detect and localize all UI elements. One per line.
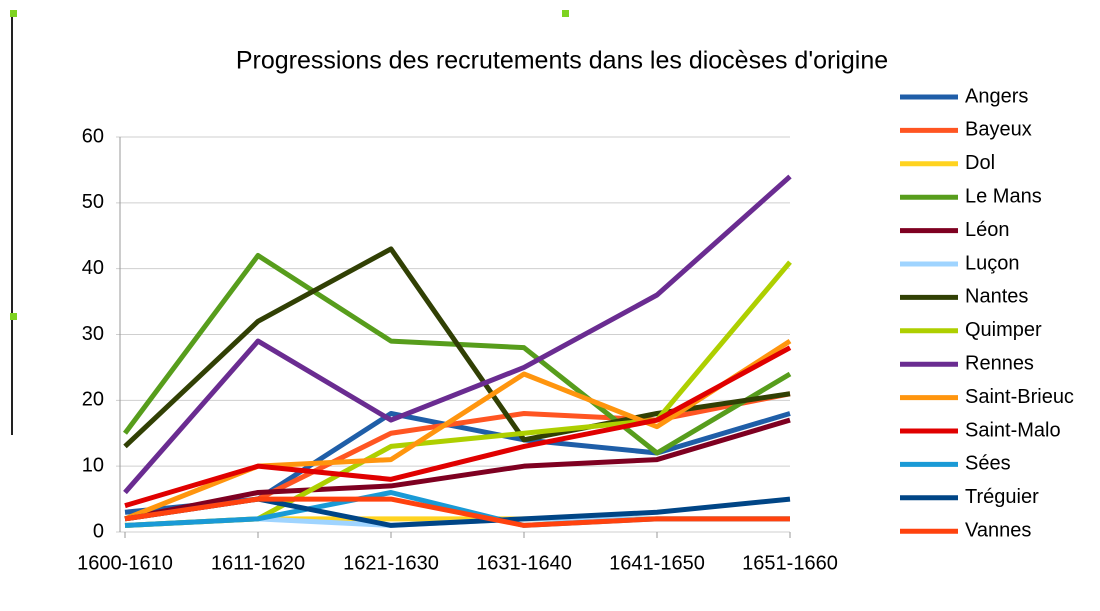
x-tick-label: 1621-1630 — [343, 552, 439, 574]
legend-label: Le Mans — [965, 185, 1042, 207]
handle — [562, 10, 569, 17]
legend-label: Vannes — [965, 519, 1031, 541]
x-tick-label: 1600-1610 — [77, 552, 173, 574]
legend-label: Nantes — [965, 286, 1028, 308]
x-tick-label: 1641-1650 — [609, 552, 705, 574]
legend-label: Quimper — [965, 319, 1042, 341]
x-tick-label: 1651-1660 — [742, 552, 838, 574]
series-line — [124, 417, 791, 522]
y-tick-label: 60 — [82, 125, 104, 147]
legend-label: Léon — [965, 219, 1010, 241]
legend-label: Rennes — [965, 352, 1034, 374]
y-tick-label: 20 — [82, 389, 104, 411]
handle — [10, 10, 17, 17]
legend-label: Saint-Brieuc — [965, 386, 1074, 408]
y-tick-label: 50 — [82, 191, 104, 213]
series-line — [123, 174, 792, 495]
series-line — [124, 496, 790, 528]
x-tick-label: 1631-1640 — [476, 552, 572, 574]
legend-label: Sées — [965, 453, 1011, 475]
legend-label: Bayeux — [965, 119, 1032, 141]
y-tick-label: 40 — [82, 257, 104, 279]
legend-label: Luçon — [965, 252, 1020, 274]
chart-title: Progressions des recrutements dans les d… — [236, 47, 888, 75]
y-tick-label: 0 — [93, 520, 104, 542]
legend-label: Angers — [965, 85, 1028, 107]
series-line — [124, 345, 792, 509]
x-tick-label: 1611-1620 — [211, 552, 305, 574]
y-tick-label: 30 — [82, 323, 104, 345]
legend-label: Dol — [965, 152, 995, 174]
legend-label: Tréguier — [965, 486, 1039, 508]
y-tick-label: 10 — [82, 454, 104, 476]
handle — [10, 313, 17, 320]
legend-label: Saint-Malo — [965, 419, 1061, 441]
